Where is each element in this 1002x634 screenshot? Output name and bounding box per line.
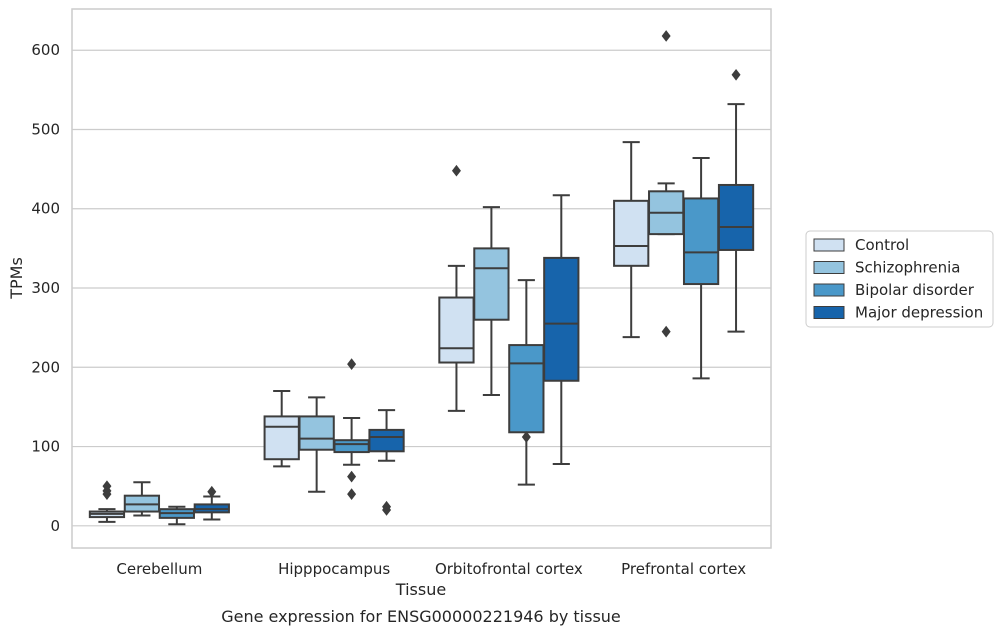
y-tick-label: 600 (31, 41, 60, 59)
y-tick-label: 300 (31, 279, 60, 297)
x-tick-label: Hipppocampus (278, 560, 390, 578)
legend-swatch (813, 238, 845, 252)
box-series (88, 30, 755, 526)
box (333, 439, 370, 454)
outlier-point (102, 480, 112, 493)
box (298, 415, 335, 451)
outlier-point (207, 485, 217, 498)
y-tick-label: 200 (31, 358, 60, 376)
x-axis-label: Tissue (395, 580, 446, 599)
legend-label: Schizophrenia (855, 259, 960, 277)
outlier-point (661, 325, 671, 338)
outlier-point (661, 30, 671, 42)
y-axis-label: TPMs (7, 257, 26, 300)
box (473, 247, 510, 321)
x-tick-label: Cerebellum (116, 560, 202, 578)
legend-label: Major depression (855, 304, 983, 322)
gridlines (72, 49, 771, 527)
series-control (88, 141, 650, 523)
series-schizophrenia (123, 30, 685, 517)
y-tick-label: 400 (31, 200, 60, 218)
chart-caption: Gene expression for ENSG00000221946 by t… (221, 607, 621, 626)
outlier-point (347, 358, 357, 370)
legend-swatch (813, 283, 845, 297)
box (613, 199, 650, 267)
y-tick-label: 0 (50, 517, 60, 535)
box (368, 428, 405, 453)
outlier-point (521, 431, 531, 443)
box (508, 344, 545, 434)
box (438, 296, 475, 364)
series-major-depression (193, 68, 755, 521)
legend-label: Bipolar disorder (855, 281, 975, 299)
x-axis-ticks: Cerebellum Hipppocampus Orbitofrontal cort… (116, 560, 746, 578)
outlier-point (451, 164, 461, 177)
box (717, 183, 755, 251)
legend-frame (805, 230, 994, 328)
outlier-point (731, 68, 741, 81)
box (263, 415, 300, 461)
outlier-point (347, 470, 357, 483)
outlier-point (382, 504, 392, 516)
x-tick-label: Prefrontal cortex (621, 560, 746, 578)
y-tick-label: 500 (31, 120, 60, 138)
legend-label: Control (855, 236, 909, 254)
legend-swatch (813, 306, 845, 319)
y-axis-ticks: 0 100 200 300 400 500 600 (31, 41, 60, 535)
series-bipolar-disorder (158, 157, 720, 526)
box (543, 256, 580, 382)
outlier-point (347, 488, 357, 500)
legend-swatch (813, 261, 845, 274)
legend: Control Schizophrenia Bipolar disorder Majo… (805, 230, 994, 328)
box (682, 197, 720, 286)
y-tick-label: 100 (31, 438, 60, 456)
x-tick-label: Orbitofrontal cortex (435, 560, 583, 578)
plot-area (71, 8, 772, 549)
